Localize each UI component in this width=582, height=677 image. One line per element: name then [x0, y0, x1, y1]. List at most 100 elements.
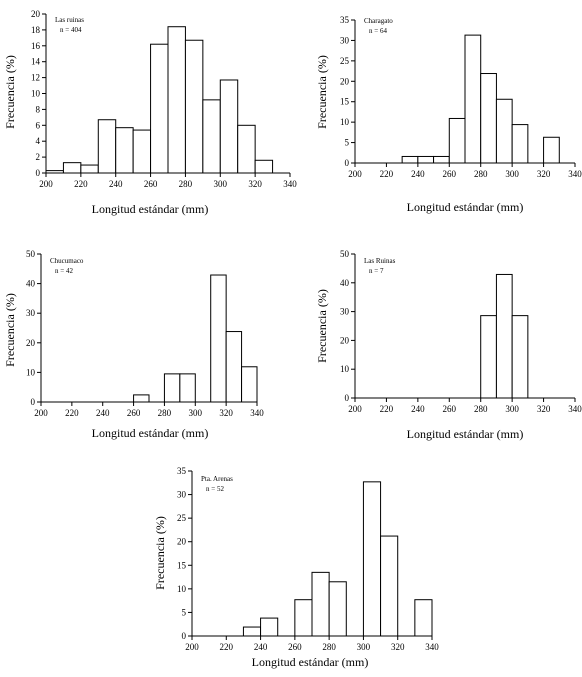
histogram-bar: [202, 99, 221, 174]
x-tick-label: 260: [443, 169, 457, 179]
histogram-panel-2: 0 5 10 15 20 25 30 35 200 220 240 260 280 300 320 340 Lo…: [315, 15, 582, 214]
histogram-bar: [241, 366, 258, 403]
y-tick-label: 25: [340, 56, 350, 66]
x-tick-label: 300: [505, 169, 519, 179]
histogram-bar: [414, 599, 433, 637]
panel-annotation: n = 404: [60, 26, 82, 34]
y-tick-label: 10: [340, 117, 350, 127]
histogram-panel-3: 0 10 20 30 40 50 200 220 240 260 280 300 320 340 Longi…: [3, 249, 264, 440]
x-tick-label: 280: [158, 408, 172, 418]
y-axis-title: Frecuencia (%): [3, 55, 17, 129]
x-tick-label: 300: [214, 179, 228, 189]
x-tick-label: 340: [250, 408, 264, 418]
y-tick-label: 50: [26, 249, 36, 259]
panel-annotation: Las Ruinas: [364, 257, 396, 265]
histogram-bar: [254, 159, 274, 174]
y-tick-label: 20: [177, 537, 187, 547]
histogram-bar: [464, 34, 482, 164]
x-axis-title: Longitud estándar (mm): [407, 200, 524, 214]
y-tick-label: 0: [31, 397, 36, 407]
histogram-bar: [294, 599, 313, 637]
histogram-bar: [219, 79, 239, 174]
x-tick-label: 220: [74, 179, 88, 189]
y-tick-label: 10: [26, 367, 36, 377]
x-axis-title: Longitud estándar (mm): [407, 427, 524, 441]
y-tick-label: 15: [177, 560, 187, 570]
panel-annotation: Charagato: [364, 17, 393, 25]
histogram-bar: [62, 162, 82, 174]
histogram-bar: [184, 39, 204, 174]
y-tick-label: 15: [340, 97, 350, 107]
histogram-bar: [480, 73, 497, 164]
x-tick-label: 200: [185, 642, 199, 652]
y-tick-label: 30: [26, 308, 36, 318]
y-tick-label: 10: [31, 89, 41, 99]
x-tick-label: 320: [248, 179, 262, 189]
histogram-bar: [167, 26, 186, 174]
x-tick-label: 300: [357, 642, 371, 652]
x-tick-label: 260: [144, 179, 158, 189]
histogram-bar: [97, 119, 117, 174]
histogram-bar: [237, 124, 256, 174]
y-tick-label: 50: [340, 249, 350, 259]
panel-annotation: Las ruinas: [55, 16, 84, 24]
x-tick-label: 240: [411, 169, 425, 179]
histogram-bar: [260, 617, 279, 637]
histogram-bar: [511, 124, 529, 164]
histogram-bar: [242, 626, 262, 637]
x-axis-title: Longitud estándar (mm): [252, 655, 369, 669]
x-tick-label: 300: [505, 404, 519, 414]
y-tick-label: 8: [36, 104, 41, 114]
histogram-panel-1: 0 2 4 6 8 10 12 14 16 18 20 200 220 240 260 280 300 320 34…: [3, 9, 297, 216]
histogram-bar: [401, 155, 419, 164]
y-tick-label: 5: [182, 607, 187, 617]
x-tick-label: 280: [474, 404, 488, 414]
x-tick-label: 280: [322, 642, 336, 652]
histogram-bar: [163, 373, 181, 403]
x-tick-label: 200: [39, 179, 53, 189]
y-tick-label: 25: [177, 513, 187, 523]
panel-annotation: n = 42: [55, 267, 73, 275]
y-tick-label: 12: [31, 73, 40, 83]
x-tick-label: 320: [219, 408, 233, 418]
y-tick-label: 18: [31, 25, 41, 35]
histogram-panel-4: 0 10 20 30 40 50 200 220 240 260 280 300 320 340 Longi…: [315, 249, 582, 441]
histogram-bar: [179, 373, 196, 403]
histogram-bar: [150, 43, 169, 174]
histogram-bar: [328, 581, 347, 637]
y-axis-title: Frecuencia (%): [153, 516, 167, 590]
y-tick-label: 30: [177, 490, 187, 500]
x-tick-label: 320: [537, 169, 551, 179]
histogram-bar: [210, 274, 227, 403]
y-tick-label: 40: [340, 278, 350, 288]
y-tick-label: 5: [345, 138, 350, 148]
x-tick-label: 240: [411, 404, 425, 414]
x-tick-label: 320: [391, 642, 405, 652]
histogram-bar: [133, 394, 150, 403]
x-tick-label: 340: [568, 404, 582, 414]
y-tick-label: 0: [345, 393, 350, 403]
x-tick-label: 220: [65, 408, 79, 418]
histogram-bar: [480, 315, 497, 399]
y-tick-label: 35: [340, 15, 350, 25]
y-axis-title: Frecuencia (%): [315, 55, 329, 129]
x-tick-label: 300: [189, 408, 203, 418]
x-tick-label: 340: [425, 642, 439, 652]
histogram-bar: [132, 129, 152, 174]
x-tick-label: 200: [348, 169, 362, 179]
y-axis-title: Frecuencia (%): [315, 289, 329, 363]
x-axis-title: Longitud estándar (mm): [92, 426, 209, 440]
y-tick-label: 0: [345, 158, 350, 168]
histogram-bar: [225, 331, 243, 403]
y-tick-label: 0: [36, 168, 41, 178]
y-tick-label: 16: [31, 41, 41, 51]
x-tick-label: 340: [283, 179, 297, 189]
y-tick-label: 6: [36, 120, 41, 130]
y-tick-label: 30: [340, 307, 350, 317]
x-tick-label: 200: [34, 408, 48, 418]
panel-annotation: Pta. Arenas: [201, 475, 233, 483]
y-tick-label: 40: [26, 279, 36, 289]
histogram-bar: [511, 315, 529, 399]
histogram-bar: [417, 155, 435, 164]
